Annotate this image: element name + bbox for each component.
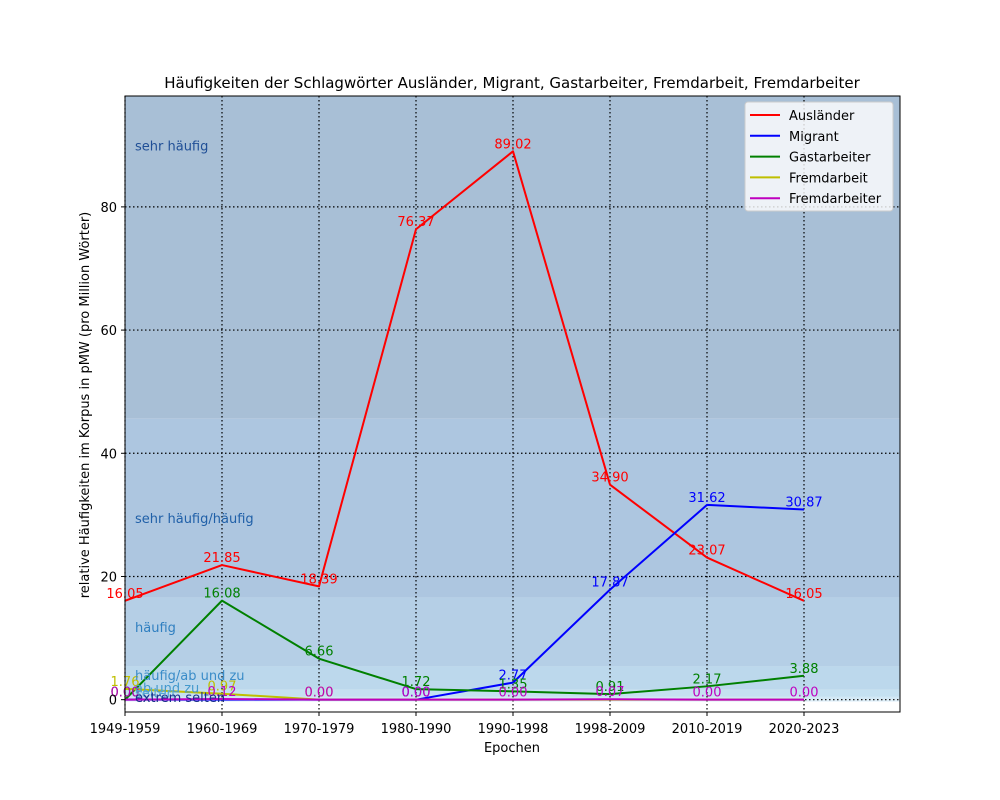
data-label-3-2: 0.00 <box>305 686 334 701</box>
legend-label-3: Fremdarbeit <box>789 171 868 186</box>
data-label-2-4: 1.35 <box>499 677 528 692</box>
y-tick-label-0: 0 <box>109 694 117 709</box>
data-label-0-7: 16.05 <box>785 587 822 602</box>
y-tick-label-1: 20 <box>100 570 117 585</box>
axis-ticks: 1949-1959 1960-1969 1970-1979 1980-1990 1990… <box>90 201 840 737</box>
data-label-1-4: 2.77 <box>499 669 528 684</box>
y-tick-label-2: 40 <box>100 447 117 462</box>
data-label-1-5: 17.87 <box>591 576 628 591</box>
x-tick-label-0: 1949-1959 <box>90 722 161 737</box>
x-tick-label-2: 1970-1979 <box>284 722 355 737</box>
data-label-0-5: 34.90 <box>591 471 628 486</box>
data-labels: 16.0521.8518.3976.3789.0234.9023.0716.05… <box>106 137 822 700</box>
band-label-6: extrem selten <box>135 691 225 706</box>
data-label-1-3: 0.00 <box>402 686 431 701</box>
data-label-4-1: 0.12 <box>208 685 237 700</box>
band-5 <box>125 696 900 700</box>
chart-title: Häufigkeiten der Schlagwörter Ausländer,… <box>164 74 860 92</box>
legend-box <box>744 101 894 212</box>
series-line-0 <box>124 150 805 602</box>
band-labels: sehr häufig sehr häufig/häufig häufig häufi… <box>135 139 254 706</box>
data-label-4-2: 0.00 <box>305 686 334 701</box>
data-label-1-6: 31.62 <box>688 491 725 506</box>
band-label-4: ab und zu <box>135 681 199 696</box>
x-tick-label-1: 1960-1969 <box>187 722 258 737</box>
band-label-1: sehr häufig/häufig <box>135 512 254 527</box>
x-axis-label: Epochen <box>484 741 540 756</box>
data-label-2-3: 1.72 <box>402 675 431 690</box>
data-label-2-6: 2.17 <box>693 672 722 687</box>
data-label-4-7: 0.00 <box>790 686 819 701</box>
data-label-4-4: 0.00 <box>499 686 528 701</box>
band-label-5: selten <box>135 686 175 701</box>
data-label-0-2: 18.39 <box>300 572 337 587</box>
band-label-2: häufig <box>135 621 176 636</box>
x-tick-label-7: 2020-2023 <box>769 722 840 737</box>
data-label-3-1: 0.97 <box>208 680 237 695</box>
x-tick-label-3: 1980-1990 <box>381 722 452 737</box>
data-label-4-3: 0.00 <box>402 686 431 701</box>
legend-label-0: Ausländer <box>789 109 855 124</box>
data-label-2-1: 16.08 <box>203 587 240 602</box>
data-label-2-2: 6.66 <box>305 645 334 660</box>
legend-label-1: Migrant <box>789 130 839 145</box>
y-tick-label-3: 60 <box>100 324 117 339</box>
x-tick-label-6: 2010-2019 <box>672 722 743 737</box>
y-tick-label-4: 80 <box>100 201 117 216</box>
band-label-0: sehr häufig <box>135 139 208 154</box>
data-label-1-7: 30.87 <box>785 496 822 511</box>
y-axis-label: relative Häufigkeiten im Korpus in pMW (… <box>78 212 93 599</box>
data-label-0-4: 89.02 <box>494 137 531 152</box>
data-label-0-1: 21.85 <box>203 551 240 566</box>
band-label-3: häufig/ab und zu <box>135 669 245 684</box>
series-line-4 <box>124 697 804 701</box>
data-label-4-6: 0.00 <box>693 686 722 701</box>
legend: Ausländer Migrant Gastarbeiter Fremdarbeit F… <box>744 101 894 212</box>
data-label-4-5: 0.07 <box>596 685 625 700</box>
series-lines <box>124 150 805 701</box>
legend-label-4: Fremdarbeiter <box>789 192 882 207</box>
data-label-2-7: 3.88 <box>790 662 819 677</box>
series-line-2 <box>124 599 805 701</box>
data-label-0-3: 76.37 <box>397 215 434 230</box>
data-label-0-6: 23.07 <box>688 544 725 559</box>
legend-label-2: Gastarbeiter <box>789 151 871 166</box>
x-tick-label-4: 1990-1998 <box>478 722 549 737</box>
x-tick-label-5: 1998-2009 <box>575 722 646 737</box>
data-label-2-5: 0.91 <box>596 680 625 695</box>
